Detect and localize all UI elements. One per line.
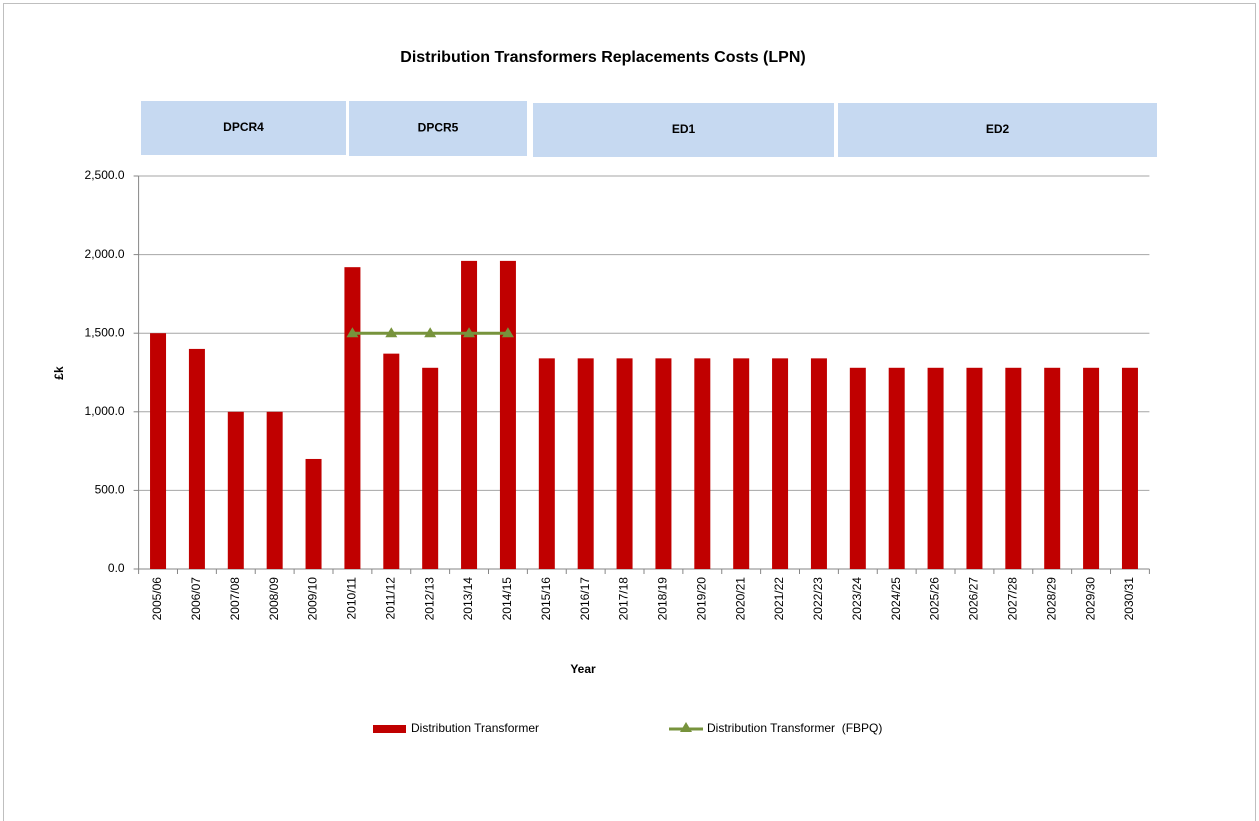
line-marker xyxy=(424,327,437,338)
x-tick-label: 2012/13 xyxy=(422,577,436,621)
bar xyxy=(694,358,711,569)
y-tick-label: 2,500.0 xyxy=(85,168,125,182)
line-marker xyxy=(385,327,398,338)
x-tick-label: 2019/20 xyxy=(694,577,708,621)
chart-border xyxy=(3,3,1256,821)
x-tick-label: 2007/08 xyxy=(228,577,242,621)
x-tick-label: 2008/09 xyxy=(267,577,281,621)
period-box xyxy=(141,101,346,155)
bar xyxy=(422,367,439,569)
period-label: ED2 xyxy=(986,122,1010,136)
bar xyxy=(1044,367,1061,569)
bar xyxy=(266,411,283,569)
legend-label: Distribution Transformer (FBPQ) xyxy=(707,721,882,735)
x-tick-label: 2014/15 xyxy=(500,577,514,621)
x-tick-label: 2010/11 xyxy=(345,577,359,620)
y-tick-label: 1,000.0 xyxy=(85,404,125,418)
bar xyxy=(1005,367,1022,569)
x-tick-label: 2020/21 xyxy=(733,577,747,621)
bar xyxy=(344,267,361,569)
y-tick-label: 1,500.0 xyxy=(85,325,125,339)
y-tick-label: 0.0 xyxy=(108,561,125,575)
y-axis-label: £k xyxy=(52,366,66,380)
legend-swatch xyxy=(373,725,406,733)
bar xyxy=(616,358,633,569)
period-label: DPCR4 xyxy=(223,120,264,134)
bar xyxy=(1083,367,1100,569)
x-tick-label: 2011/12 xyxy=(383,577,397,620)
x-tick-label: 2024/25 xyxy=(889,577,903,621)
x-tick-label: 2026/27 xyxy=(967,577,981,621)
period-box xyxy=(349,101,527,156)
line-marker xyxy=(501,327,514,338)
y-tick-label: 500.0 xyxy=(95,483,125,497)
period-box xyxy=(838,103,1157,157)
bar xyxy=(538,358,555,569)
x-tick-label: 2021/22 xyxy=(772,577,786,621)
period-label: DPCR5 xyxy=(418,121,459,135)
bar xyxy=(772,358,789,569)
period-label: ED1 xyxy=(672,122,696,136)
bar xyxy=(927,367,944,569)
line-marker xyxy=(463,327,476,338)
y-tick-label: 2,000.0 xyxy=(85,247,125,261)
bar xyxy=(888,367,905,569)
x-tick-label: 2009/10 xyxy=(306,577,320,621)
bar xyxy=(188,348,205,569)
x-axis-label: Year xyxy=(570,662,596,676)
x-tick-label: 2017/18 xyxy=(617,577,631,621)
bar xyxy=(1121,367,1138,569)
bar xyxy=(383,353,400,569)
x-tick-label: 2025/26 xyxy=(928,577,942,621)
bar xyxy=(849,367,866,569)
bar xyxy=(966,367,983,569)
x-tick-label: 2015/16 xyxy=(539,577,553,621)
legend-label: Distribution Transformer xyxy=(411,721,539,735)
bar xyxy=(461,260,478,569)
bar xyxy=(733,358,750,569)
bar xyxy=(227,411,244,569)
x-tick-label: 2016/17 xyxy=(578,577,592,621)
period-box xyxy=(533,103,834,157)
bar xyxy=(305,458,322,569)
bar xyxy=(499,260,516,569)
x-tick-label: 2028/29 xyxy=(1044,577,1058,621)
bar xyxy=(150,333,167,569)
x-tick-label: 2023/24 xyxy=(850,577,864,621)
x-tick-label: 2018/19 xyxy=(656,577,670,621)
x-tick-label: 2029/30 xyxy=(1083,577,1097,621)
bar xyxy=(810,358,827,569)
x-tick-label: 2027/28 xyxy=(1006,577,1020,621)
line-marker xyxy=(346,327,359,338)
chart-title: Distribution Transformers Replacements C… xyxy=(400,49,805,66)
x-tick-label: 2006/07 xyxy=(189,577,203,621)
x-tick-label: 2022/23 xyxy=(811,577,825,621)
legend-marker xyxy=(680,722,692,732)
bar xyxy=(655,358,672,569)
bar xyxy=(577,358,594,569)
x-tick-label: 2030/31 xyxy=(1122,577,1136,621)
x-tick-label: 2013/14 xyxy=(461,577,475,621)
x-tick-label: 2005/06 xyxy=(150,577,164,621)
